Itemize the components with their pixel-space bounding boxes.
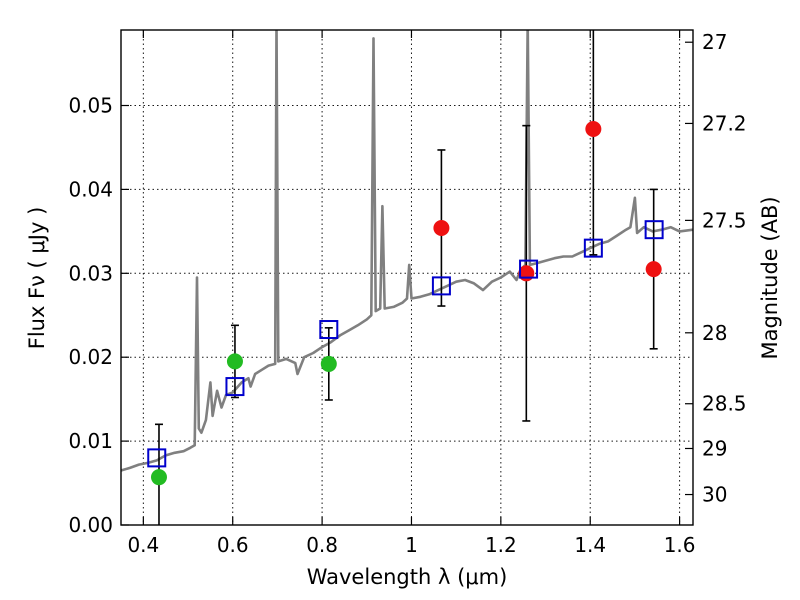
- plot-frame: [120, 29, 694, 526]
- x-tick-label-2: 0.8: [306, 533, 338, 557]
- y-tick-label-2: 0.02: [68, 345, 113, 369]
- model-square-4: [519, 259, 539, 279]
- x-tick-label-3: 1: [405, 533, 418, 557]
- y-axis-label: Flux Fν ( μJy ): [25, 207, 49, 350]
- green-point-2: [320, 355, 337, 372]
- model-squares: [147, 220, 664, 468]
- green-point-0: [150, 469, 167, 486]
- model-square-1: [225, 377, 245, 397]
- right-axis-ticks: 27 27.2 27.5 28 28.5 29 30: [685, 30, 747, 507]
- x-tick-label-1: 0.6: [217, 533, 249, 557]
- right-tick-label-4: 28.5: [702, 392, 747, 416]
- spectrum-series: [121, 30, 693, 472]
- x-tick-label-6: 1.6: [664, 533, 696, 557]
- right-tick-label-3: 28: [702, 321, 727, 345]
- red-point-3: [645, 261, 662, 278]
- x-axis-ticks: 0.4 0.6 0.8 1 1.2 1.4 1.6: [127, 30, 696, 557]
- model-square-3: [431, 276, 451, 296]
- spectrum-line: [121, 30, 693, 472]
- right-tick-label-5: 29: [702, 436, 727, 460]
- x-axis-label: Wavelength λ (μm): [307, 565, 508, 589]
- error-bars: [154, 30, 658, 525]
- y-tick-label-0: 0.00: [68, 513, 113, 537]
- green-point-1: [226, 353, 243, 370]
- x-tick-label-0: 0.4: [127, 533, 159, 557]
- right-tick-label-0: 27: [702, 30, 727, 54]
- y-tick-label-1: 0.01: [68, 429, 113, 453]
- model-square-2: [319, 320, 339, 340]
- right-tick-label-1: 27.2: [702, 111, 747, 135]
- y-axis-ticks: 0.00 0.01 0.02 0.03 0.04 0.05: [68, 94, 129, 537]
- x-tick-label-4: 1.2: [485, 533, 517, 557]
- right-tick-label-2: 27.5: [702, 208, 747, 232]
- model-square-6: [644, 220, 664, 240]
- right-tick-label-6: 30: [702, 483, 727, 507]
- grid: [121, 30, 693, 526]
- y-tick-label-5: 0.05: [68, 94, 113, 118]
- y-tick-label-3: 0.03: [68, 261, 113, 285]
- y-tick-label-4: 0.04: [68, 177, 113, 201]
- model-square-0: [147, 448, 167, 468]
- x-tick-label-5: 1.4: [574, 533, 606, 557]
- right-axis-label: Magnitude (AB): [758, 196, 782, 359]
- red-point-0: [433, 220, 450, 236]
- red-point-2: [585, 121, 602, 137]
- model-square-5: [583, 238, 603, 258]
- photometry-points: [150, 121, 662, 486]
